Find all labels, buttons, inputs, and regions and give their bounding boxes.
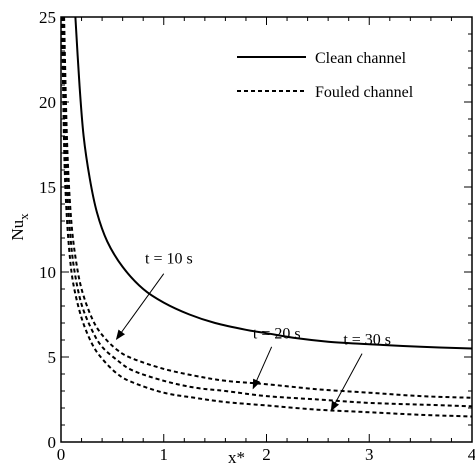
legend-label-fouled: Fouled channel	[315, 84, 414, 101]
y-tick-label: 5	[48, 348, 57, 367]
series-line-fouled-1	[63, 16, 473, 399]
y-axis-label-sub: x	[16, 213, 31, 220]
annotation-label: t = 10 s	[145, 251, 193, 268]
plot-frame	[60, 16, 473, 443]
y-tick-label: 15	[39, 178, 56, 197]
y-axis-label: Nux	[8, 213, 31, 241]
x-axis-label: x*	[228, 448, 245, 466]
series-line-fouled-3	[61, 16, 473, 418]
ticks	[60, 16, 473, 443]
x-tick-label: 4	[468, 445, 475, 464]
annotation-label: t = 20 s	[253, 325, 301, 342]
tick-labels: 0 1 2 3 4 0 5 10 15 20 25	[39, 8, 475, 464]
annotation-arrow	[115, 273, 165, 340]
annotation-arrow	[330, 353, 363, 412]
x-tick-label: 1	[160, 445, 169, 464]
legend: Clean channel Fouled channel	[237, 50, 414, 101]
annotation-arrow	[252, 346, 273, 390]
plot-border	[60, 16, 473, 443]
legend-label-clean: Clean channel	[315, 50, 407, 67]
y-axis-label-main: Nu	[8, 219, 27, 240]
x-tick-label: 0	[57, 445, 66, 464]
series-layer	[61, 16, 473, 418]
x-tick-label: 3	[365, 445, 374, 464]
x-tick-label: 2	[262, 445, 271, 464]
series-line-clean	[74, 16, 473, 350]
y-tick-label: 0	[48, 433, 57, 452]
series-line-fouled-2	[62, 16, 473, 408]
y-tick-label: 25	[39, 8, 56, 27]
annotation-label: t = 30 s	[343, 331, 391, 348]
annotation-layer: t = 10 s t = 20 s t = 30 s	[115, 251, 391, 412]
y-tick-label: 10	[39, 263, 56, 282]
y-tick-label: 20	[39, 93, 56, 112]
